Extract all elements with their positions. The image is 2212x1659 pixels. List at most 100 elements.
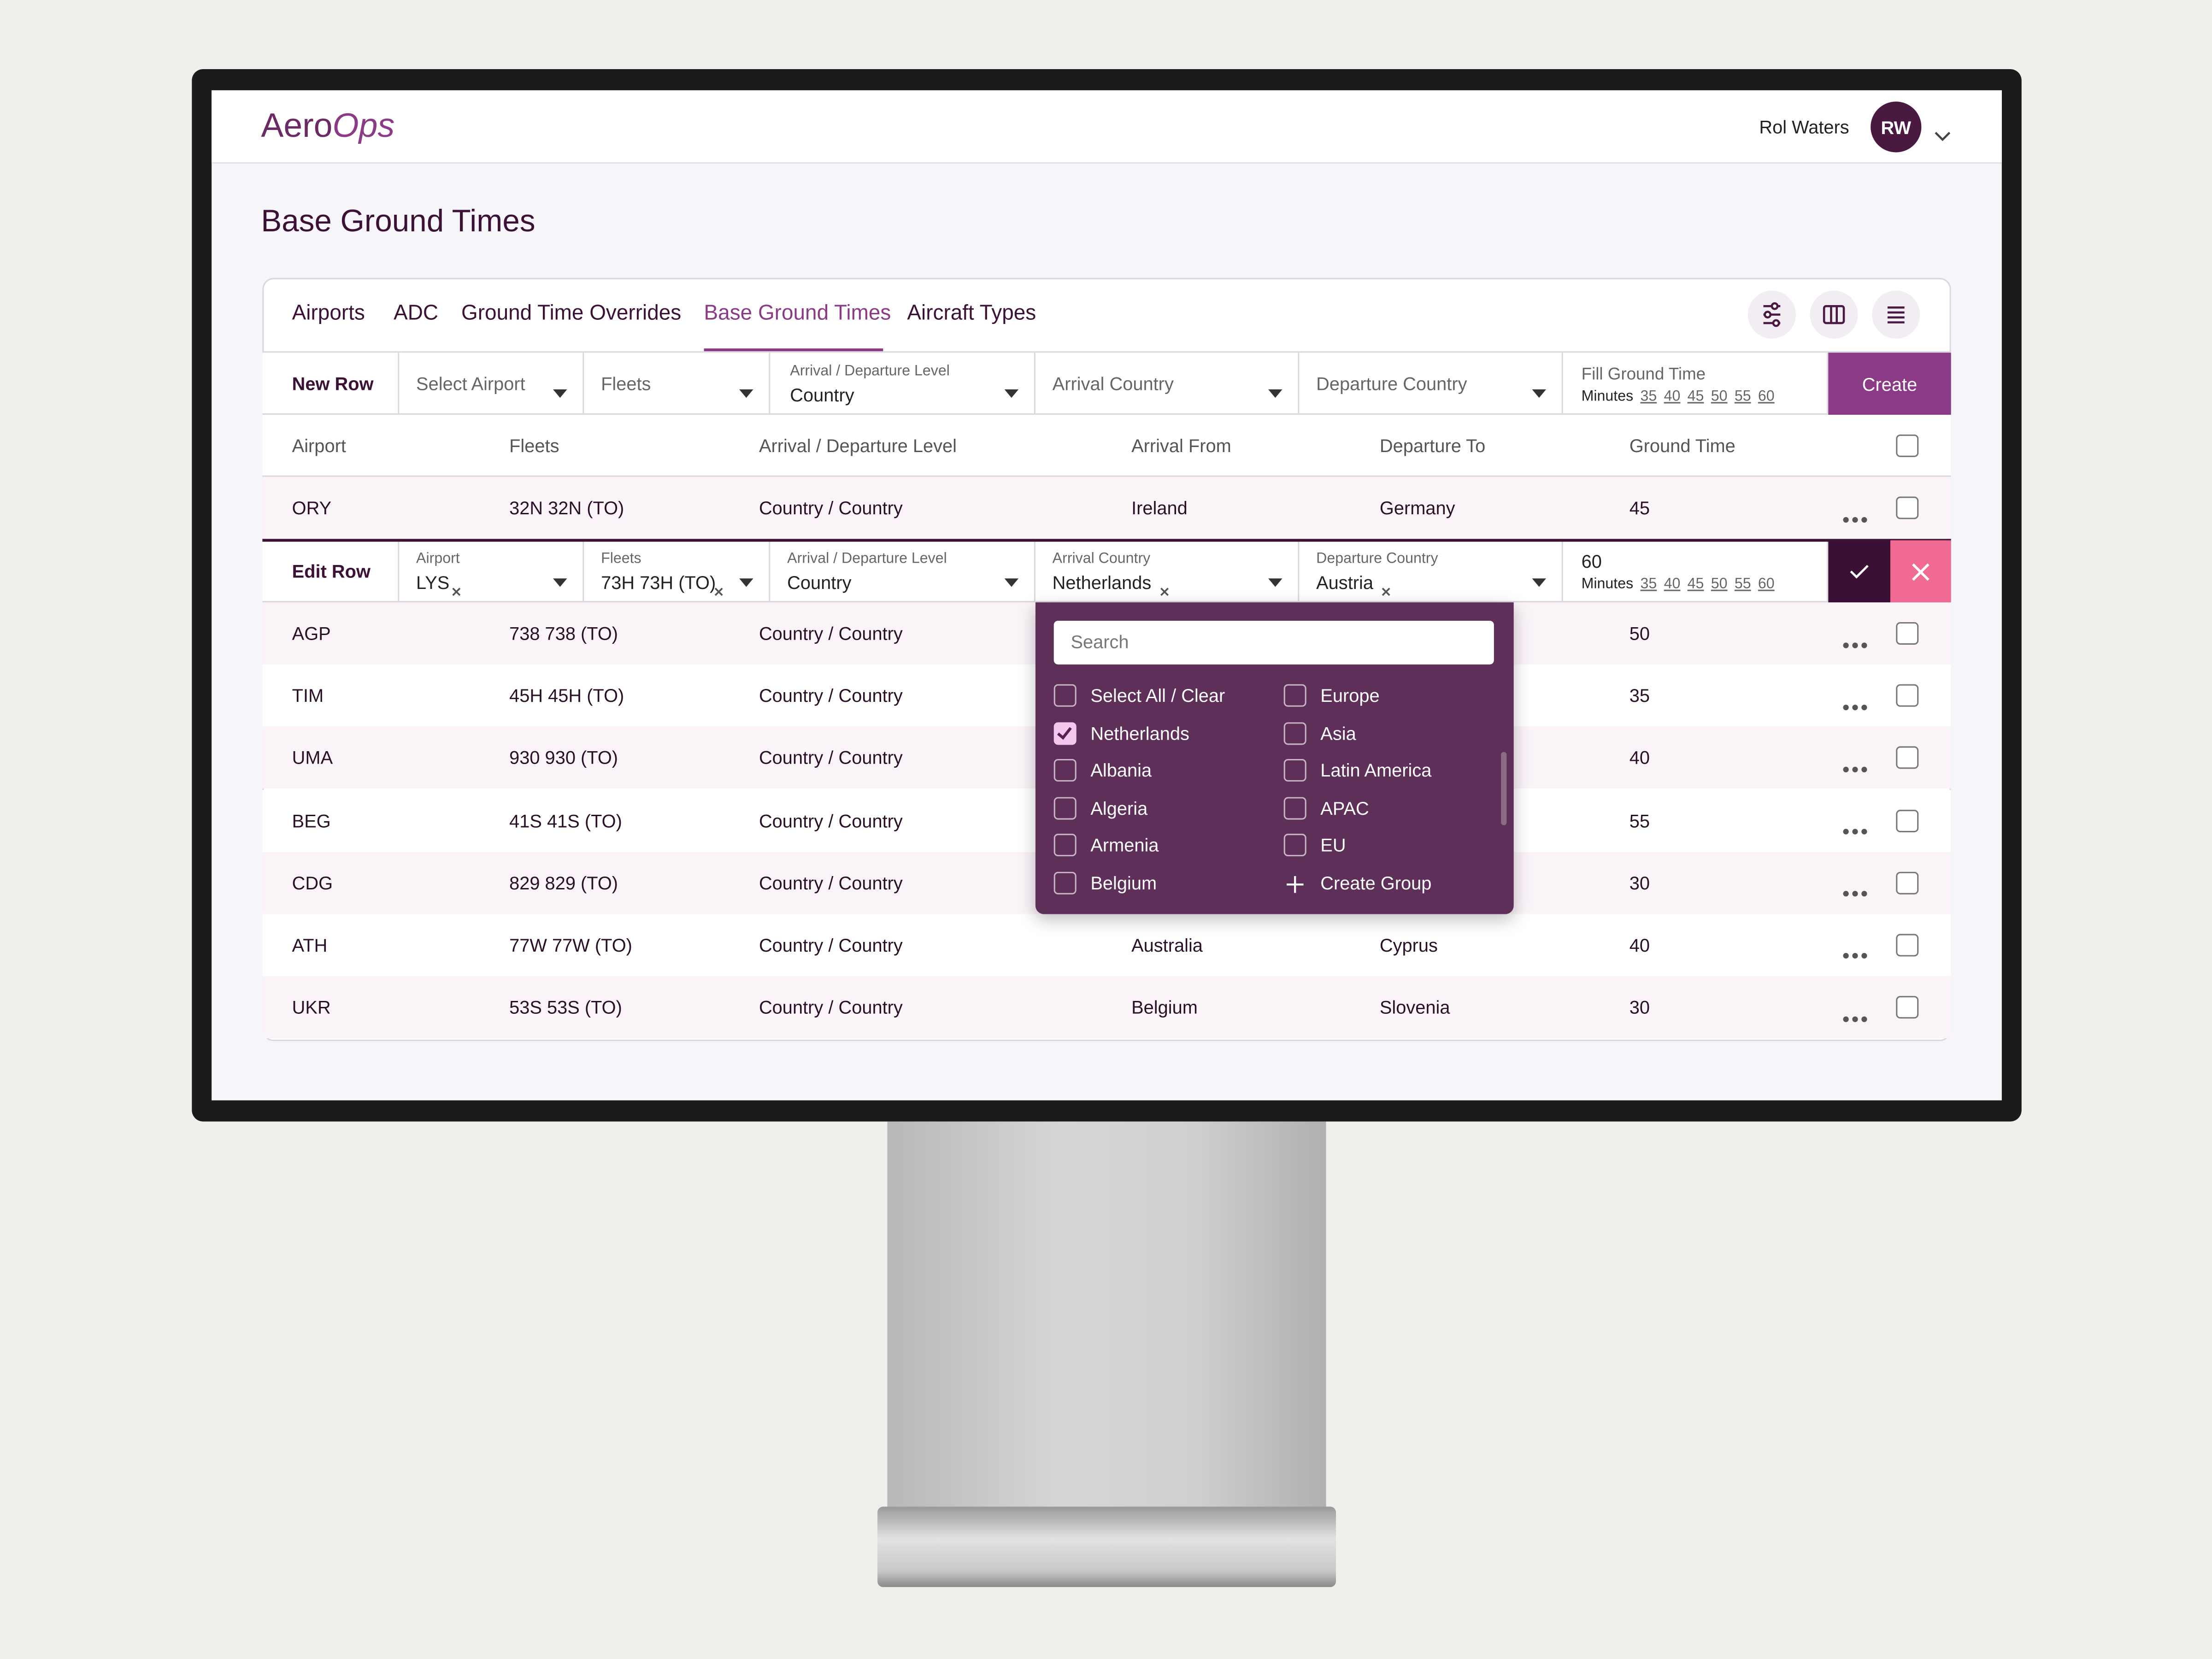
plus-icon[interactable] [1286, 875, 1304, 893]
select-placeholder[interactable]: Departure Country [1316, 373, 1467, 394]
row-menu[interactable] [1842, 754, 1868, 772]
checkbox[interactable] [1283, 684, 1306, 707]
column-header: Airport [292, 435, 346, 457]
minute-option[interactable]: 50 [1711, 388, 1728, 405]
dropdown-option[interactable]: Belgium [1090, 872, 1157, 894]
dropdown-caret[interactable] [739, 569, 753, 587]
ground-time-input[interactable]: 60 [1581, 551, 1602, 572]
select-placeholder[interactable]: Fleets [601, 373, 651, 394]
field-value[interactable]: Netherlands [1052, 572, 1152, 594]
checkbox[interactable] [1053, 871, 1077, 894]
dropdown-caret[interactable] [1004, 569, 1019, 587]
checkbox[interactable] [1283, 722, 1306, 745]
checkbox[interactable] [1896, 684, 1919, 707]
minute-option[interactable]: 55 [1734, 575, 1751, 593]
chip-remove[interactable] [1381, 578, 1391, 596]
dropdown-group[interactable]: Europe [1320, 685, 1380, 706]
dropdown-option[interactable]: Netherlands [1090, 723, 1189, 744]
create-button[interactable]: Create [1828, 353, 1951, 415]
dropdown-caret[interactable] [1268, 569, 1282, 587]
dropdown-caret[interactable] [553, 379, 567, 398]
checkbox[interactable] [1896, 496, 1919, 519]
filter-button[interactable] [1747, 290, 1796, 339]
field-value[interactable]: Country [790, 384, 854, 406]
dropdown-caret[interactable] [1268, 379, 1282, 398]
checkbox[interactable] [1053, 759, 1077, 782]
table-cell: AGP [292, 623, 331, 644]
minute-option[interactable]: 50 [1711, 575, 1728, 593]
user-avatar[interactable]: RW [1871, 101, 1922, 153]
chip-remove[interactable] [1159, 578, 1169, 596]
table-cell: 32N 32N (TO) [509, 497, 624, 518]
dropdown-caret[interactable] [1532, 379, 1547, 398]
dropdown-group[interactable]: Latin America [1320, 759, 1432, 781]
checkbox[interactable] [1896, 809, 1919, 832]
dropdown-option[interactable]: Select All / Clear [1090, 685, 1225, 706]
field-value[interactable]: LYS [416, 572, 450, 594]
select-placeholder[interactable]: Select Airport [416, 373, 525, 394]
row-menu[interactable] [1842, 504, 1868, 522]
field-value[interactable]: 73H 73H (TO) [601, 572, 716, 594]
table-cell: Slovenia [1379, 996, 1450, 1018]
checkbox[interactable] [1283, 797, 1306, 820]
checkbox[interactable] [1053, 722, 1077, 745]
dropdown-option[interactable]: Algeria [1090, 798, 1148, 819]
tab[interactable]: Aircraft Types [907, 301, 1036, 325]
search-placeholder: Search [1071, 631, 1129, 653]
field-value[interactable]: Austria [1316, 572, 1374, 594]
tabs-divider [262, 351, 1951, 353]
checkbox[interactable] [1896, 622, 1919, 645]
columns-button[interactable] [1810, 290, 1858, 339]
user-menu-chevron[interactable] [1934, 123, 1951, 141]
dropdown-group[interactable]: APAC [1320, 798, 1369, 819]
minute-option[interactable]: 40 [1664, 575, 1681, 593]
tab[interactable]: Base Ground Times [704, 301, 891, 325]
confirm-edit-button[interactable] [1828, 540, 1891, 603]
checkbox[interactable] [1896, 871, 1919, 894]
dropdown-caret[interactable] [1004, 379, 1019, 398]
checkbox[interactable] [1283, 834, 1306, 857]
density-button[interactable] [1872, 290, 1920, 339]
select-placeholder[interactable]: Arrival Country [1052, 373, 1174, 394]
dropdown-caret[interactable] [553, 569, 567, 587]
tab[interactable]: ADC [394, 301, 439, 325]
dropdown-group[interactable]: EU [1320, 834, 1346, 856]
row-menu[interactable] [1842, 817, 1868, 835]
row-menu[interactable] [1842, 630, 1868, 648]
minute-option[interactable]: 35 [1640, 388, 1657, 405]
minute-option[interactable]: 60 [1758, 388, 1775, 405]
checkbox[interactable] [1896, 934, 1919, 957]
minute-option[interactable]: 45 [1687, 575, 1704, 593]
dropdown-option[interactable]: Armenia [1090, 834, 1159, 856]
chip-remove[interactable] [452, 578, 461, 596]
row-menu[interactable] [1842, 879, 1868, 897]
cancel-edit-button[interactable] [1890, 540, 1951, 603]
row-menu[interactable] [1842, 692, 1868, 710]
row-menu[interactable] [1842, 1004, 1868, 1022]
dropdown-option[interactable]: Albania [1090, 759, 1152, 781]
checkbox[interactable] [1896, 434, 1919, 457]
dropdown-caret[interactable] [1532, 569, 1547, 587]
tab[interactable]: Airports [292, 301, 365, 325]
minute-option[interactable]: 40 [1664, 388, 1681, 405]
search-input[interactable] [1053, 620, 1494, 665]
dropdown-caret-svg [1268, 578, 1282, 587]
field-value[interactable]: Country [787, 572, 852, 594]
dropdown-group[interactable]: Asia [1320, 723, 1356, 744]
checkbox[interactable] [1053, 797, 1077, 820]
tab[interactable]: Ground Time Overrides [461, 301, 682, 325]
minute-option[interactable]: 45 [1687, 388, 1704, 405]
chip-remove-svg [1382, 588, 1390, 596]
checkbox[interactable] [1283, 759, 1306, 782]
minute-option[interactable]: 60 [1758, 575, 1775, 593]
checkbox[interactable] [1053, 834, 1077, 857]
row-menu[interactable] [1842, 941, 1868, 959]
minute-option[interactable]: 35 [1640, 575, 1657, 593]
minute-option[interactable]: 55 [1734, 388, 1751, 405]
chip-remove[interactable] [714, 578, 724, 596]
dropdown-caret[interactable] [739, 379, 753, 398]
checkbox[interactable] [1896, 996, 1919, 1019]
checkbox[interactable] [1896, 747, 1919, 770]
create-group-button[interactable]: Create Group [1320, 872, 1432, 894]
checkbox[interactable] [1053, 684, 1077, 707]
